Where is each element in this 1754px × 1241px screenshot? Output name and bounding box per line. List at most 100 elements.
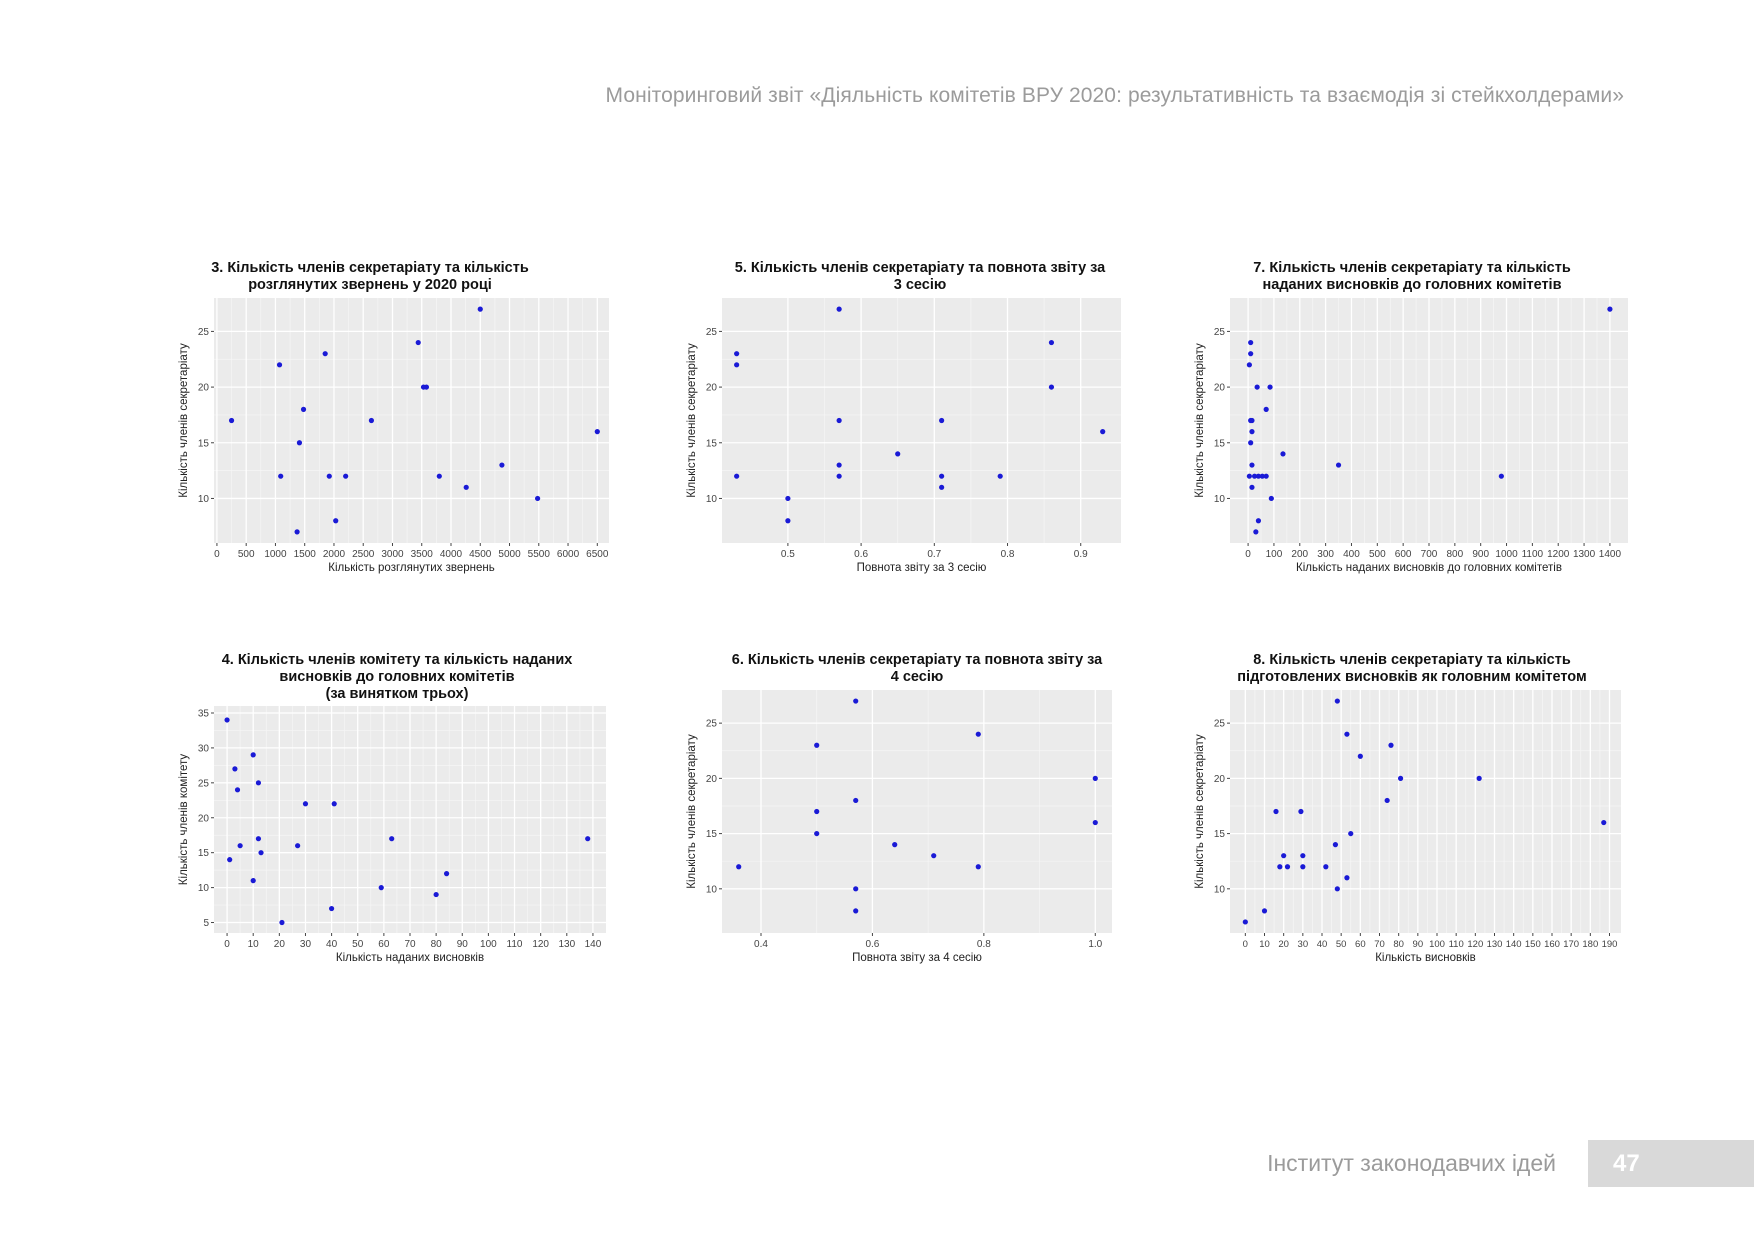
tick-label-x: 190: [1602, 939, 1618, 950]
tick-label-y: 25: [198, 327, 210, 338]
tick-label-x: 130: [1487, 939, 1503, 950]
data-point: [255, 836, 262, 842]
tick-label-x: 0.6: [854, 549, 868, 560]
tick-label-x: 90: [1413, 939, 1424, 950]
data-point: [895, 451, 901, 457]
data-point: [1323, 864, 1329, 870]
tick-label-y: 5: [203, 918, 209, 929]
tick-label-x: 1300: [1573, 549, 1596, 560]
tick-label-y: 25: [1214, 719, 1226, 730]
tick-label-x: 0.8: [1001, 549, 1015, 560]
tick-label-x: 10: [248, 939, 260, 950]
chart-title-line: наданих висновків до головних комітетів: [1263, 277, 1562, 293]
data-point: [1284, 864, 1291, 870]
data-point: [1248, 440, 1254, 446]
data-point: [594, 429, 600, 435]
tick-label-x: 120: [532, 939, 549, 950]
data-point: [331, 801, 337, 807]
data-point: [1607, 306, 1613, 312]
tick-label-x: 0.4: [754, 939, 768, 950]
data-point: [322, 351, 328, 357]
data-point: [295, 843, 301, 849]
tick-label-y: 10: [1214, 884, 1226, 895]
data-point: [734, 351, 740, 357]
tick-label-x: 1.0: [1088, 939, 1102, 950]
tick-label-y: 25: [706, 719, 718, 730]
chart-title-line: 4. Кількість членів комітету та кількіст…: [222, 652, 573, 668]
data-point: [436, 473, 442, 479]
data-point: [1248, 417, 1254, 424]
data-point: [1248, 339, 1254, 346]
chart-title-line: (за винятком трьох): [326, 686, 469, 702]
y-axis-label: Кількість членів комітету: [178, 754, 190, 886]
data-point: [836, 306, 842, 312]
data-point: [1048, 339, 1055, 346]
data-point: [1249, 429, 1255, 435]
data-point: [853, 886, 859, 892]
tick-label-x: 700: [1421, 549, 1438, 560]
data-point: [237, 843, 243, 849]
data-point: [1092, 819, 1098, 826]
tick-label-x: 6000: [557, 549, 580, 560]
data-point: [1344, 875, 1350, 881]
data-point: [300, 406, 307, 412]
data-point: [814, 808, 820, 815]
data-point: [1498, 473, 1504, 479]
tick-label-x: 3000: [381, 549, 404, 560]
chart-title-line: підготовлених висновків як головним комі…: [1237, 669, 1586, 685]
x-axis-label: Кількість висновків: [1375, 952, 1476, 964]
tick-label-x: 4000: [440, 549, 463, 560]
chart-title-line: 6. Кількість членів секретаріату та повн…: [732, 652, 1103, 668]
tick-label-x: 5500: [528, 549, 551, 560]
data-point: [853, 797, 859, 804]
data-point: [1242, 919, 1248, 925]
tick-label-x: 1500: [294, 549, 317, 560]
chart-group: 5. Кількість членів секретаріату та повн…: [686, 260, 1121, 574]
y-axis-label: Кількість членів секретаріату: [178, 343, 190, 498]
data-point: [250, 878, 256, 884]
tick-label-x: 80: [1393, 939, 1404, 950]
plot-panel: [722, 298, 1121, 543]
data-point: [836, 417, 842, 424]
tick-label-x: 60: [378, 939, 390, 950]
data-point: [1255, 473, 1262, 479]
tick-label-y: 10: [198, 494, 210, 505]
data-point: [333, 518, 339, 524]
data-point: [250, 752, 256, 758]
tick-label-y: 20: [198, 383, 210, 394]
plot-panel: [1230, 690, 1621, 933]
data-point: [1263, 406, 1269, 412]
tick-label-x: 110: [1449, 939, 1464, 950]
data-point: [931, 853, 937, 859]
tick-label-x: 2000: [323, 549, 346, 560]
plot-panel: [214, 298, 609, 543]
tick-label-x: 300: [1317, 549, 1334, 560]
chart-title-line: 3. Кількість членів секретаріату та кіль…: [211, 260, 529, 276]
report-header: Моніторинговий звіт «Діяльність комітеті…: [605, 84, 1624, 107]
data-point: [1246, 362, 1252, 368]
data-point: [1246, 473, 1252, 479]
data-point: [1281, 853, 1287, 859]
tick-label-y: 20: [1214, 383, 1226, 394]
data-point: [224, 717, 230, 723]
chart-title-line: 4 сесію: [891, 669, 944, 685]
tick-label-x: 50: [352, 939, 364, 950]
page-number: 47: [1588, 1140, 1754, 1187]
data-point: [1092, 775, 1098, 781]
tick-label-y: 30: [198, 743, 210, 754]
data-point: [1268, 495, 1274, 502]
data-point: [1384, 797, 1390, 804]
data-point: [1261, 908, 1268, 914]
data-point: [1255, 518, 1262, 524]
tick-label-x: 1400: [1599, 549, 1622, 560]
data-point: [736, 864, 742, 870]
data-point: [423, 384, 430, 390]
tick-label-x: 140: [1506, 939, 1522, 950]
data-point: [1334, 698, 1340, 704]
data-point: [1348, 830, 1354, 837]
tick-label-x: 180: [1582, 939, 1598, 950]
tick-label-y: 10: [1214, 494, 1226, 505]
chart-group: 8. Кількість членів секретаріату та кіль…: [1194, 652, 1621, 964]
